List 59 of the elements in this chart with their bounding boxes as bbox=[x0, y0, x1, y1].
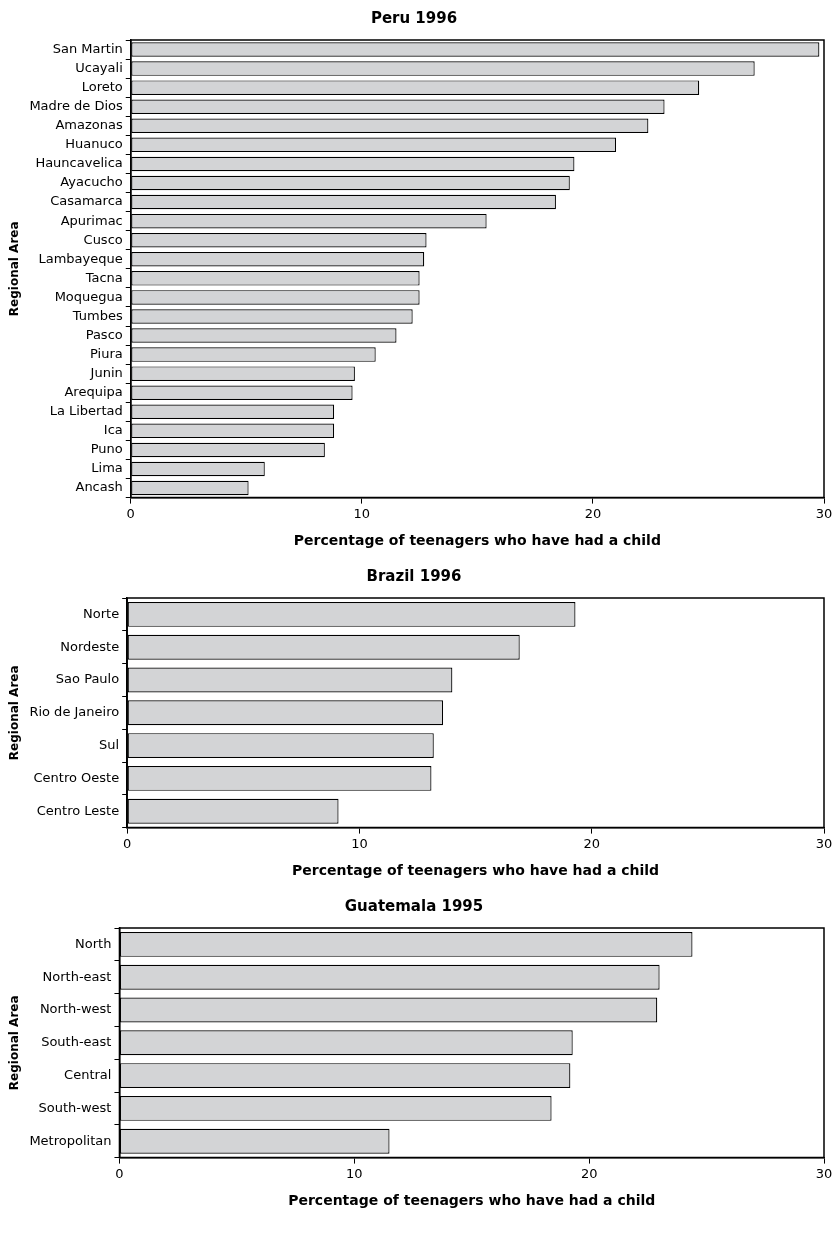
y-tick-label: La Libertad bbox=[49, 403, 123, 419]
y-tick-label: Centro Oeste bbox=[33, 769, 120, 785]
x-axis-title: Percentage of teenagers who have had a child bbox=[292, 862, 660, 879]
x-tick-label: 10 bbox=[346, 1165, 363, 1181]
y-tick-label: Casamarca bbox=[50, 193, 123, 209]
chart-title: Guatemala 1995 bbox=[344, 896, 484, 915]
y-tick-label: North-west bbox=[39, 1001, 112, 1017]
y-tick-label: Pasco bbox=[85, 326, 123, 342]
y-tick-label: Norte bbox=[83, 605, 120, 621]
y-tick-label: Centro Leste bbox=[36, 802, 120, 818]
x-tick-label: 0 bbox=[115, 1165, 124, 1181]
y-axis-title: Regional Area bbox=[7, 995, 22, 1091]
y-tick-label: Rio de Janeiro bbox=[29, 704, 120, 720]
y-tick-label: Moquegua bbox=[54, 288, 123, 304]
x-tick-label: 30 bbox=[815, 1165, 833, 1181]
x-tick-label: 20 bbox=[580, 1165, 598, 1181]
x-tick-label: 30 bbox=[815, 505, 833, 521]
x-tick-label: 30 bbox=[815, 835, 833, 851]
y-tick-label: Ucayali bbox=[75, 59, 123, 75]
x-axis-title: Percentage of teenagers who have had a child bbox=[293, 532, 661, 549]
y-tick-label: San Martin bbox=[52, 40, 123, 56]
x-tick-label: 10 bbox=[351, 835, 368, 851]
y-tick-label: Sul bbox=[99, 736, 120, 752]
y-tick-label: Cusco bbox=[83, 231, 123, 247]
x-tick-label: 20 bbox=[584, 505, 602, 521]
y-tick-label: Ayacucho bbox=[60, 174, 123, 190]
y-tick-label: Arequipa bbox=[64, 384, 123, 400]
x-tick-label: 0 bbox=[123, 835, 132, 851]
y-tick-label: Ancash bbox=[75, 479, 123, 495]
x-tick-label: 10 bbox=[353, 505, 371, 521]
x-axis-title: Percentage of teenagers who have had a child bbox=[288, 1192, 656, 1209]
y-tick-label: Puno bbox=[90, 441, 123, 457]
y-tick-label: Madre de Dios bbox=[29, 98, 123, 114]
y-tick-label: Metropolitan bbox=[29, 1132, 112, 1148]
x-tick-label: 20 bbox=[583, 835, 600, 851]
y-tick-label: North bbox=[75, 935, 112, 951]
y-tick-label: Tacna bbox=[84, 269, 123, 285]
y-tick-label: Junin bbox=[89, 365, 123, 381]
y-tick-label: Sao Paulo bbox=[55, 671, 120, 687]
y-tick-label: Piura bbox=[90, 345, 123, 361]
y-axis-title: Regional Area bbox=[7, 221, 22, 317]
y-axis-title: Regional Area bbox=[7, 665, 22, 761]
y-tick-label: Central bbox=[64, 1066, 112, 1082]
y-tick-label: Lima bbox=[91, 460, 123, 476]
chart-title: Peru 1996 bbox=[370, 8, 458, 27]
chart-title: Brazil 1996 bbox=[366, 566, 462, 585]
y-tick-label: Lambayeque bbox=[38, 250, 123, 266]
y-tick-label: Loreto bbox=[81, 79, 123, 95]
y-tick-label: Tumbes bbox=[71, 307, 123, 323]
y-tick-label: Amazonas bbox=[55, 117, 123, 133]
y-tick-label: Ica bbox=[103, 422, 123, 438]
y-tick-label: Huanuco bbox=[65, 136, 123, 152]
y-tick-label: Hauncavelica bbox=[35, 155, 123, 171]
y-tick-label: North-east bbox=[42, 968, 112, 984]
y-tick-label: South-east bbox=[41, 1034, 112, 1050]
y-tick-label: Apurimac bbox=[60, 212, 123, 228]
y-tick-label: Nordeste bbox=[60, 638, 120, 654]
x-tick-label: 0 bbox=[126, 505, 135, 521]
y-tick-label: South-west bbox=[38, 1099, 112, 1115]
